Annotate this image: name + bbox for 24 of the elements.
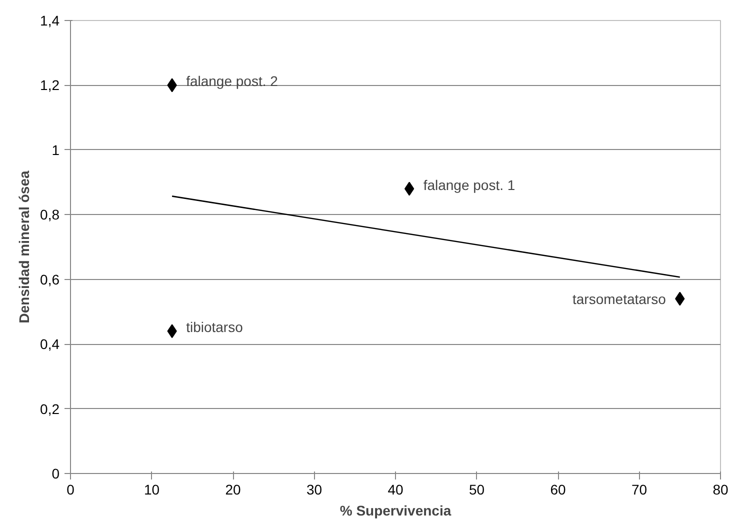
- annotation: tibiotarso: [186, 319, 244, 336]
- y-tick-label: 0,2: [40, 400, 60, 417]
- y-tick-label: 1: [52, 142, 60, 158]
- x-tick-label: 20: [225, 482, 241, 498]
- annotation: tarsometatarso: [572, 290, 666, 307]
- x-tick-label: 80: [712, 482, 728, 498]
- y-tick-label: 0,8: [40, 206, 60, 223]
- y-tick-label: 1,4: [40, 12, 60, 28]
- x-axis-title: % Supervivencia: [340, 502, 452, 518]
- y-tick-label: 0: [52, 466, 60, 482]
- x-tick-label: 70: [631, 482, 648, 498]
- x-tick-label: 0: [66, 482, 75, 498]
- x-tick-label: 10: [144, 482, 160, 498]
- point: [404, 182, 414, 196]
- x-tick-label: 30: [306, 482, 322, 498]
- annotation: falange post. 1: [423, 176, 516, 193]
- x-tick-label: 40: [388, 482, 404, 498]
- y-axis-title: Densidad mineral ósea: [16, 170, 32, 324]
- y-tick-label: 0,4: [40, 336, 60, 352]
- x-tick-label: 50: [468, 482, 485, 498]
- annotation: falange post. 2: [186, 73, 278, 90]
- y-tick-label: 1,2: [40, 77, 60, 94]
- y-tick-label: 0,6: [40, 271, 60, 288]
- x-tick-label: 60: [550, 482, 566, 498]
